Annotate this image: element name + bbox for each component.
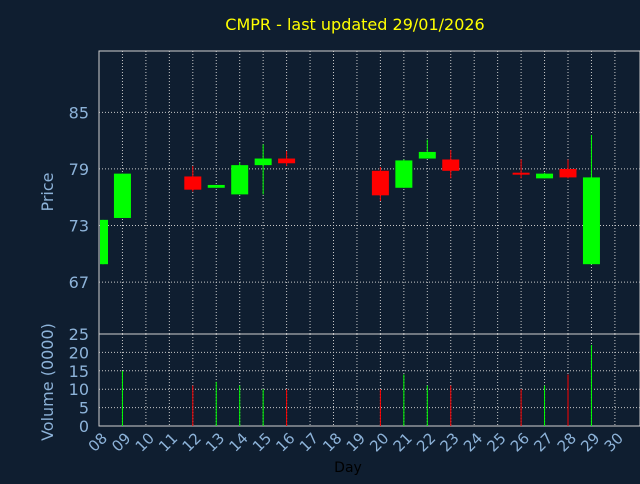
x-axis-label: Day: [334, 460, 362, 476]
chart-title: CMPR - last updated 29/01/2026: [225, 15, 484, 34]
candle-body: [559, 168, 577, 178]
candle-body: [207, 184, 225, 188]
volume-tick-label: 20: [69, 343, 89, 362]
candle-body: [442, 159, 460, 171]
volume-tick-label: 5: [79, 399, 89, 418]
candles: [100, 134, 600, 265]
volume-tick-label: 15: [69, 362, 89, 381]
volume-tick-label: 10: [69, 380, 89, 399]
price-tick-label: 85: [69, 103, 89, 122]
price-y-ticks: 67 73 79 85: [69, 103, 89, 292]
price-panel: 67 73 79 85 Price: [38, 50, 640, 335]
price-grid: [99, 51, 640, 334]
candle-body: [254, 158, 272, 166]
candle-body: [418, 151, 436, 159]
candle-body: [278, 158, 296, 164]
price-tick-label: 73: [69, 217, 89, 236]
price-axis-label: Price: [38, 172, 57, 211]
volume-axis-label: Volume (0000): [38, 323, 57, 441]
volume-tick-label: 0: [79, 417, 89, 436]
candle-body: [371, 170, 389, 196]
candle-body: [512, 172, 530, 175]
candle-body: [184, 176, 202, 190]
candle-body: [113, 173, 131, 218]
price-tick-label: 67: [69, 273, 89, 292]
candle-body: [536, 173, 554, 179]
candle-body: [231, 165, 249, 195]
price-tick-label: 79: [69, 160, 89, 179]
volume-bars: [121, 345, 592, 426]
volume-plot-frame: [98, 333, 640, 427]
volume-tick-label: 25: [69, 325, 89, 344]
candle-body: [395, 160, 413, 188]
candle-body: [100, 219, 108, 265]
candle-body: [582, 177, 600, 265]
x-axis-ticks: 0809101112131415161718192021222324252627…: [85, 429, 627, 455]
